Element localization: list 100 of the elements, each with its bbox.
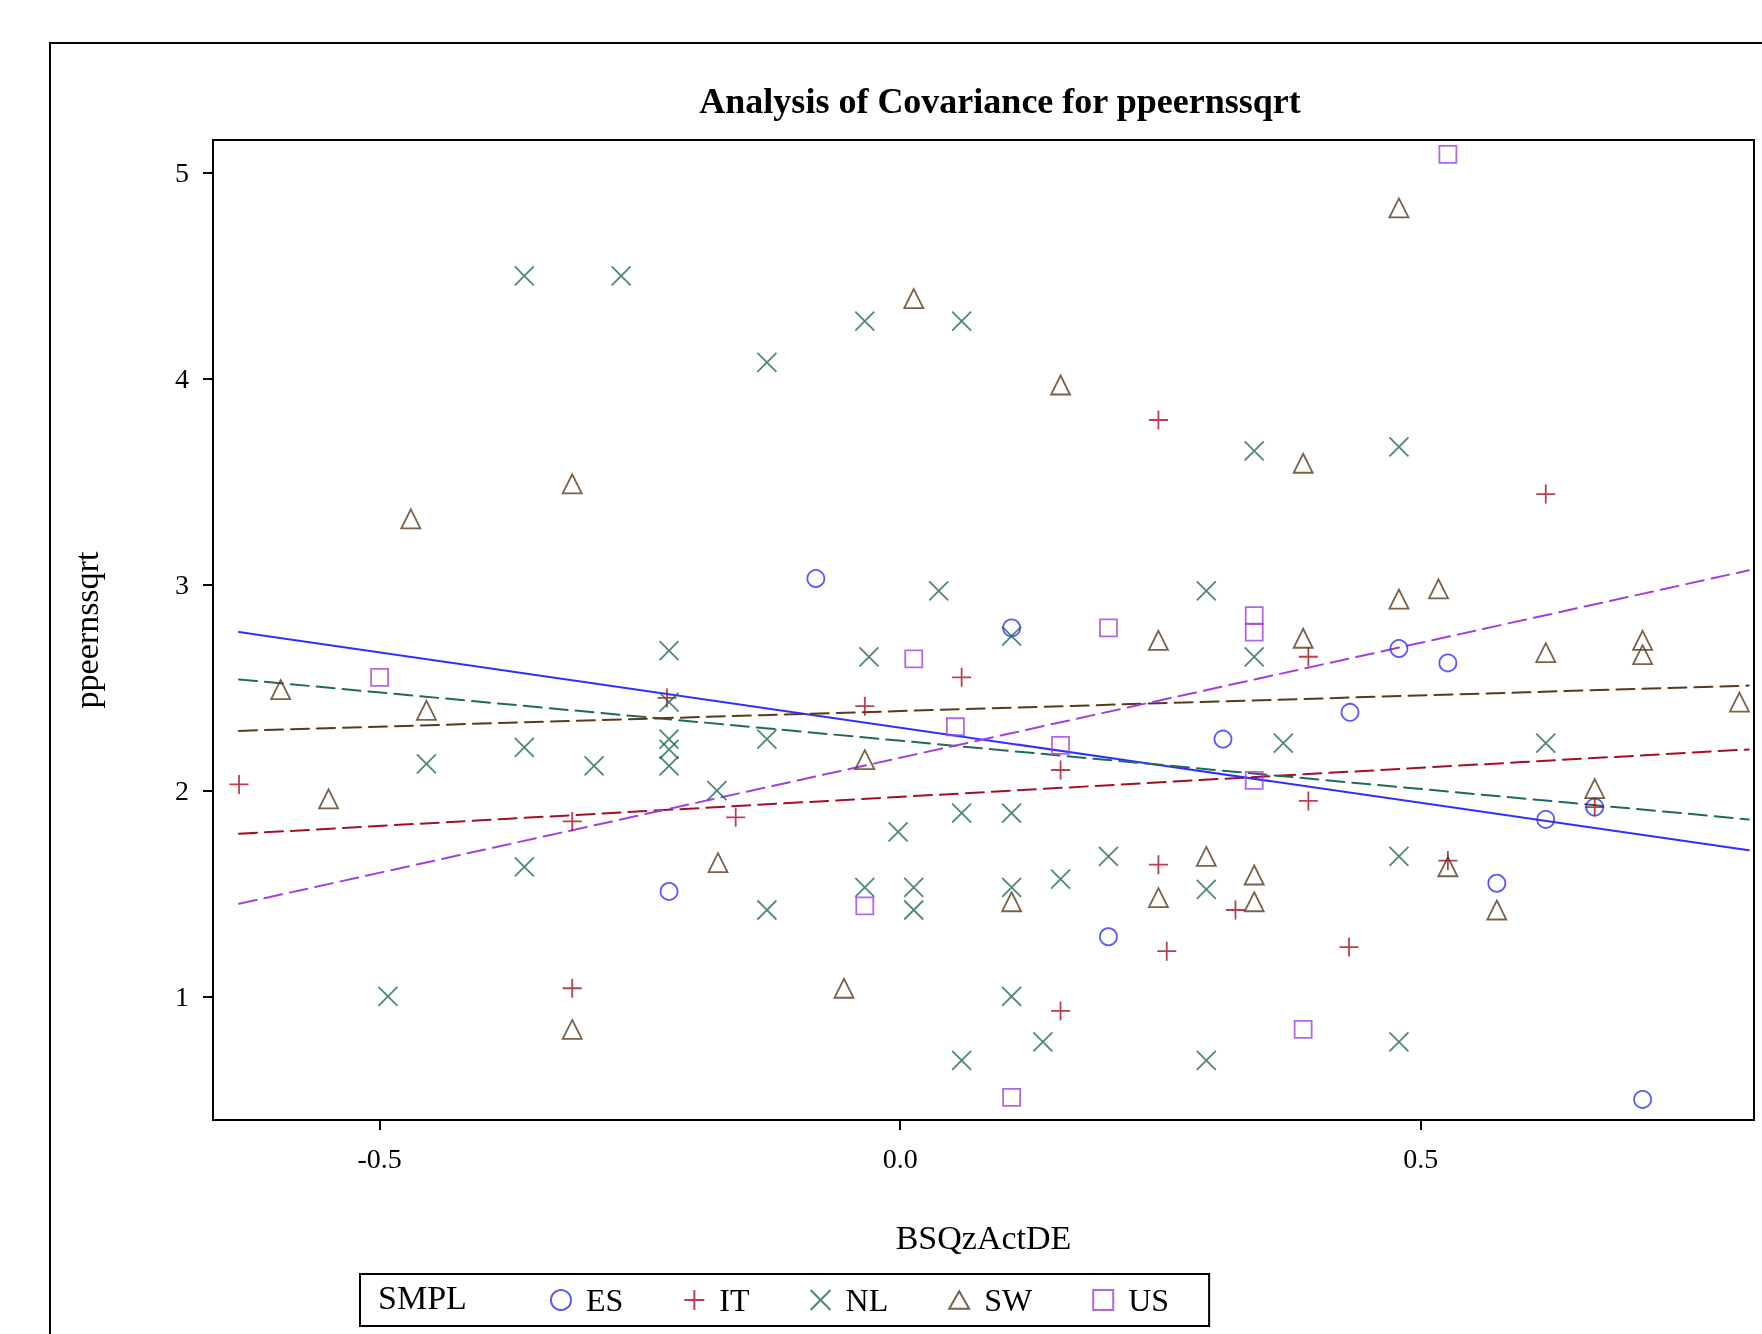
point [951, 310, 973, 332]
point [1536, 810, 1556, 829]
point [583, 755, 605, 777]
point [887, 821, 909, 843]
point [1213, 729, 1233, 749]
point [945, 717, 965, 737]
point [707, 852, 729, 874]
y-tick-label: 2 [175, 775, 189, 807]
point [951, 802, 973, 824]
point [1297, 790, 1319, 812]
point [513, 856, 535, 878]
point [1338, 936, 1360, 958]
point [756, 351, 778, 373]
point [658, 728, 680, 750]
point [1388, 588, 1410, 610]
point [1297, 646, 1319, 668]
point [416, 699, 437, 721]
point [1050, 1000, 1071, 1022]
point [1487, 873, 1507, 893]
point [854, 310, 876, 332]
point [1156, 940, 1178, 962]
point [513, 736, 535, 758]
point [1099, 927, 1118, 947]
y-axis-title: ppeernssqrt [67, 551, 105, 709]
point [806, 569, 826, 588]
point [1195, 846, 1217, 867]
point [903, 876, 925, 898]
point [1148, 854, 1169, 876]
point [1428, 578, 1449, 600]
point [1001, 986, 1023, 1007]
point [904, 649, 924, 669]
legend-label: IT [719, 1282, 750, 1318]
point [1437, 850, 1459, 871]
point [400, 508, 422, 530]
point [1148, 629, 1169, 651]
point [1437, 856, 1459, 878]
point [903, 288, 925, 309]
point [1050, 759, 1071, 781]
legend-label: SW [984, 1282, 1033, 1318]
point [1050, 374, 1071, 396]
point [228, 774, 250, 795]
point [1148, 409, 1169, 431]
point [1002, 618, 1022, 638]
point [903, 899, 925, 921]
point [318, 788, 339, 810]
point [377, 986, 399, 1007]
point [1243, 891, 1265, 913]
point [1243, 440, 1265, 462]
legend-title: SMPL [378, 1278, 467, 1316]
point [1633, 1090, 1652, 1109]
y-tick-label: 5 [175, 157, 189, 189]
point [1340, 702, 1360, 722]
point [658, 640, 680, 661]
point [1486, 899, 1508, 921]
legend-label: US [1128, 1282, 1170, 1318]
point [1148, 887, 1169, 909]
point [1632, 629, 1653, 651]
point [1099, 618, 1118, 638]
point [561, 473, 583, 495]
point [1001, 625, 1023, 647]
point [1584, 778, 1606, 799]
point [1195, 879, 1217, 900]
legend-label: NL [845, 1282, 889, 1318]
point [855, 896, 875, 916]
point [1535, 732, 1557, 754]
point [1244, 622, 1264, 642]
point [1195, 580, 1217, 602]
point [1098, 846, 1119, 867]
y-tick-label: 1 [175, 980, 189, 1012]
point [1244, 770, 1264, 790]
point [756, 899, 778, 921]
point [1535, 642, 1557, 664]
point [561, 811, 583, 832]
point [1032, 1031, 1054, 1053]
point [1002, 1087, 1022, 1107]
point [658, 739, 680, 760]
point [854, 749, 876, 771]
point [1535, 483, 1557, 505]
point [1050, 868, 1071, 890]
point [1388, 197, 1410, 219]
point [610, 265, 632, 287]
point [1293, 1020, 1313, 1039]
point [858, 646, 880, 668]
point [1051, 735, 1070, 755]
point [513, 265, 535, 287]
point [1225, 899, 1246, 921]
chart-title: Analysis of Covariance for ppeernssqrt [699, 81, 1301, 121]
point [1438, 145, 1458, 164]
point [1244, 606, 1264, 625]
point [951, 1049, 973, 1071]
point [1632, 644, 1653, 666]
y-tick-label: 4 [175, 363, 189, 395]
point [1001, 891, 1023, 913]
point [1292, 627, 1314, 649]
point [1001, 876, 1023, 898]
point [1438, 653, 1458, 673]
point [1272, 732, 1294, 754]
point [1195, 1049, 1217, 1071]
y-tick-label: 3 [175, 569, 189, 601]
x-tick-label: 0.0 [882, 1142, 918, 1174]
